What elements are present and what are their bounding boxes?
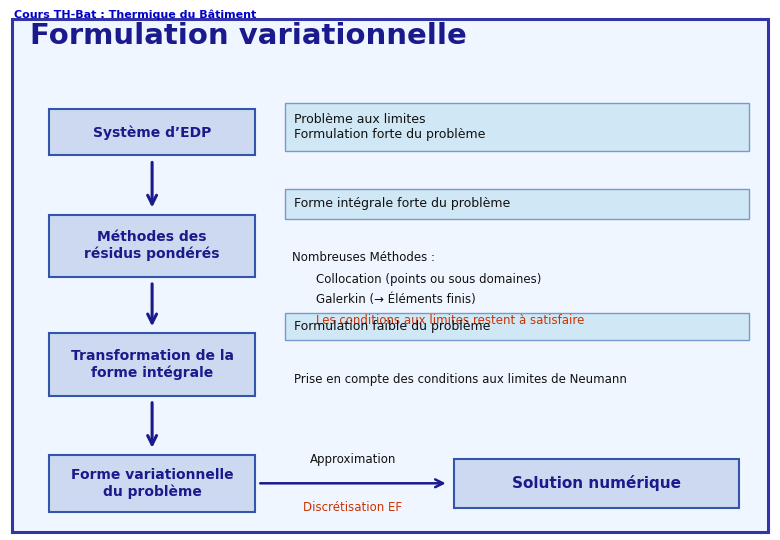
Text: Méthodes des
résidus pondérés: Méthodes des résidus pondérés xyxy=(84,230,220,261)
Text: Formulation variationnelle: Formulation variationnelle xyxy=(30,22,466,50)
FancyBboxPatch shape xyxy=(285,189,749,219)
Text: Solution numérique: Solution numérique xyxy=(512,475,681,491)
Text: Cours TH-Bat : Thermique du Bâtiment: Cours TH-Bat : Thermique du Bâtiment xyxy=(14,10,257,20)
FancyBboxPatch shape xyxy=(48,214,256,276)
Text: Forme variationnelle
du problème: Forme variationnelle du problème xyxy=(71,468,233,499)
Text: Problème aux limites
Formulation forte du problème: Problème aux limites Formulation forte d… xyxy=(294,113,485,141)
FancyBboxPatch shape xyxy=(12,19,768,532)
Text: Les conditions aux limites restent à satisfaire: Les conditions aux limites restent à sat… xyxy=(316,314,584,327)
FancyBboxPatch shape xyxy=(48,455,256,512)
FancyBboxPatch shape xyxy=(48,333,256,395)
FancyBboxPatch shape xyxy=(285,313,749,340)
Text: Transformation de la
forme intégrale: Transformation de la forme intégrale xyxy=(71,349,233,380)
Text: Approximation: Approximation xyxy=(310,453,396,466)
Text: Prise en compte des conditions aux limites de Neumann: Prise en compte des conditions aux limit… xyxy=(294,373,627,386)
FancyBboxPatch shape xyxy=(285,103,749,151)
Text: Galerkin (→ Éléments finis): Galerkin (→ Éléments finis) xyxy=(316,293,476,306)
Text: Système d’EDP: Système d’EDP xyxy=(93,125,211,139)
Text: Forme intégrale forte du problème: Forme intégrale forte du problème xyxy=(294,197,510,211)
FancyBboxPatch shape xyxy=(454,459,739,508)
Text: Collocation (points ou sous domaines): Collocation (points ou sous domaines) xyxy=(316,273,541,286)
Text: Nombreuses Méthodes :: Nombreuses Méthodes : xyxy=(292,251,435,264)
Text: Formulation faible du problème: Formulation faible du problème xyxy=(294,320,491,333)
Text: Discrétisation EF: Discrétisation EF xyxy=(303,501,402,514)
FancyBboxPatch shape xyxy=(48,109,256,156)
